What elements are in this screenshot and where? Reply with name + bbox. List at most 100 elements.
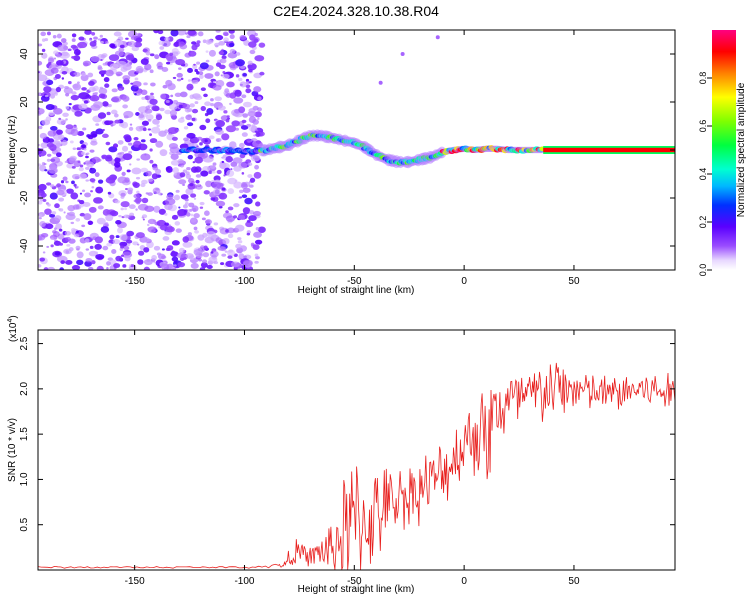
noise-speck xyxy=(71,74,76,77)
snr-y-label: SNR (10 * v/v) xyxy=(7,418,18,482)
noise-speck xyxy=(235,127,240,131)
noise-speck xyxy=(38,163,42,167)
noise-speck xyxy=(54,215,62,222)
noise-speck xyxy=(49,213,56,218)
noise-speck xyxy=(38,264,42,268)
noise-speck xyxy=(205,50,209,53)
noise-speck xyxy=(240,183,248,189)
noise-speck xyxy=(239,142,245,148)
noise-speck xyxy=(200,249,205,253)
noise-speck xyxy=(120,201,130,208)
noise-speck xyxy=(230,261,240,268)
noise-speck xyxy=(53,57,56,60)
tone-core xyxy=(543,147,675,153)
noise-speck xyxy=(177,159,184,164)
noise-speck xyxy=(96,265,104,270)
noise-speck xyxy=(249,177,256,183)
noise-speck xyxy=(176,30,187,36)
snr-background xyxy=(38,330,675,570)
noise-speck xyxy=(71,265,81,270)
y-tick-label: 20 xyxy=(19,96,30,108)
noise-speck xyxy=(154,54,160,60)
noise-speck xyxy=(58,197,65,202)
noise-speck xyxy=(91,31,96,36)
noise-speck xyxy=(70,128,79,136)
noise-speck xyxy=(50,237,54,240)
noise-speck xyxy=(63,211,66,214)
noise-speck xyxy=(54,74,61,80)
noise-speck xyxy=(152,106,160,112)
noise-speck xyxy=(78,166,84,172)
noise-speck xyxy=(141,237,150,243)
noise-speck xyxy=(83,100,89,104)
noise-speck xyxy=(113,113,119,118)
noise-speck xyxy=(226,169,235,177)
noise-speck xyxy=(178,247,185,254)
noise-speck xyxy=(91,96,96,101)
noise-speck xyxy=(241,194,248,199)
noise-speck xyxy=(173,194,181,201)
noise-speck xyxy=(151,126,161,134)
noise-speck xyxy=(48,166,58,174)
noise-speck xyxy=(170,153,179,161)
spectrogram-data xyxy=(38,30,675,270)
snr-x-ticks: -150 -100 -50 0 50 xyxy=(125,330,580,587)
noise-speck xyxy=(206,107,214,115)
noise-speck xyxy=(141,197,149,204)
noise-speck xyxy=(141,96,146,100)
noise-speck xyxy=(57,44,69,52)
noise-speck xyxy=(165,197,176,206)
noise-speck xyxy=(76,259,84,266)
noise-speck xyxy=(123,214,130,219)
noise-speck xyxy=(90,190,93,193)
noise-speck xyxy=(186,132,196,139)
noise-speck xyxy=(254,253,259,257)
noise-speck xyxy=(83,213,92,221)
noise-speck xyxy=(78,199,85,205)
noise-speck xyxy=(141,179,148,185)
noise-speck xyxy=(143,69,148,73)
noise-speck xyxy=(136,190,140,194)
colorbar-ticks: 0.0 0.2 0.4 0.6 0.8 xyxy=(698,72,712,276)
noise-speck xyxy=(252,119,259,125)
noise-speck xyxy=(196,183,201,186)
noise-speck xyxy=(84,192,92,198)
noise-speck xyxy=(136,70,139,74)
noise-speck xyxy=(123,246,130,251)
noise-speck xyxy=(122,264,127,268)
noise-speck xyxy=(135,112,140,116)
noise-speck xyxy=(94,236,103,244)
noise-speck xyxy=(98,93,106,99)
noise-speck xyxy=(149,98,158,105)
noise-speck xyxy=(199,206,204,209)
noise-speck xyxy=(109,234,115,240)
noise-speck xyxy=(88,266,94,270)
noise-speck xyxy=(194,68,198,73)
noise-speck xyxy=(176,252,186,259)
noise-speck xyxy=(206,264,213,270)
noise-speck xyxy=(147,119,152,122)
noise-speck xyxy=(49,192,58,200)
noise-speck xyxy=(239,34,247,41)
noise-speck xyxy=(185,187,194,195)
noise-speck xyxy=(55,86,62,93)
noise-speck xyxy=(118,214,122,218)
y-tick-label: 1.0 xyxy=(19,472,30,486)
noise-speck xyxy=(255,132,261,138)
noise-speck xyxy=(142,127,147,132)
noise-speck xyxy=(122,95,130,102)
noise-speck xyxy=(257,96,262,101)
noise-speck xyxy=(225,93,232,98)
noise-speck xyxy=(38,92,42,97)
noise-speck xyxy=(147,128,152,131)
noise-speck xyxy=(42,251,46,254)
noise-speck xyxy=(97,179,104,184)
noise-speck xyxy=(55,152,62,158)
noise-speck xyxy=(183,126,189,130)
noise-speck xyxy=(164,222,169,226)
noise-speck xyxy=(110,124,114,127)
noise-speck xyxy=(187,232,192,236)
noise-speck xyxy=(187,67,194,73)
noise-speck xyxy=(199,142,203,146)
noise-speck xyxy=(85,257,93,263)
